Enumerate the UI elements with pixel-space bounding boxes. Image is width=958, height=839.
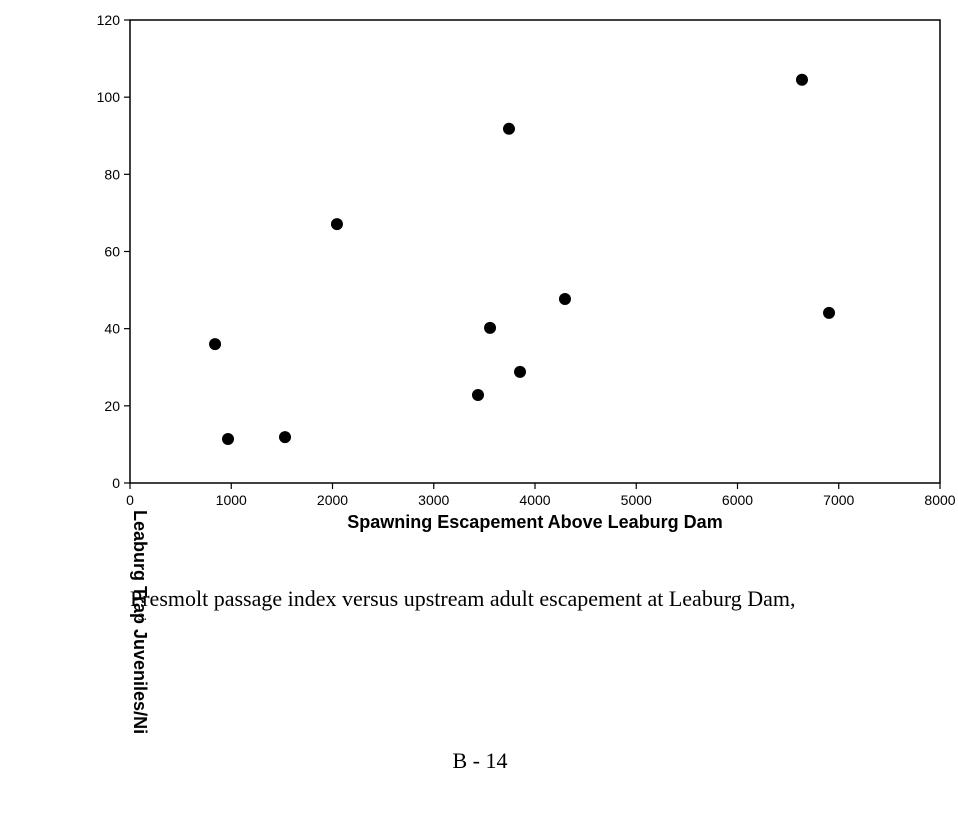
data-point [279,431,292,444]
page-number: B - 14 [453,748,508,773]
x-tick-label: 8000 [924,492,955,508]
x-tick-label: 2000 [317,492,348,508]
data-point [484,321,497,334]
y-tick-label: 40 [104,321,120,337]
y-tick-label: 80 [104,166,120,182]
x-tick-label: 6000 [722,492,753,508]
data-point [823,306,836,319]
data-point [502,122,515,135]
x-tick-label: 4000 [519,492,550,508]
data-point [330,218,343,231]
y-tick-label: 60 [104,244,120,260]
caption-line: Presmolt passage index versus upstream a… [130,586,796,611]
x-tick-label: 7000 [823,492,854,508]
data-point [471,389,484,402]
plot-frame [129,19,941,484]
y-tick-label: 100 [97,89,121,105]
x-tick-label: 3000 [418,492,449,508]
data-point [222,433,235,446]
data-point [514,365,527,378]
y-tick-label: 120 [97,12,121,28]
data-point [209,338,222,351]
x-tick-label: 0 [126,492,134,508]
x-axis-label: Spawning Escapement Above Leaburg Dam [347,512,722,532]
data-point [795,73,808,86]
x-tick-label: 1000 [216,492,247,508]
y-tick-label: 0 [112,475,120,491]
data-point [558,292,571,305]
y-axis-label: Leaburg Trap Juveniles/Ni [130,510,150,734]
caption-line: s. [138,609,147,624]
y-tick-label: 20 [104,398,120,414]
x-tick-label: 5000 [621,492,652,508]
